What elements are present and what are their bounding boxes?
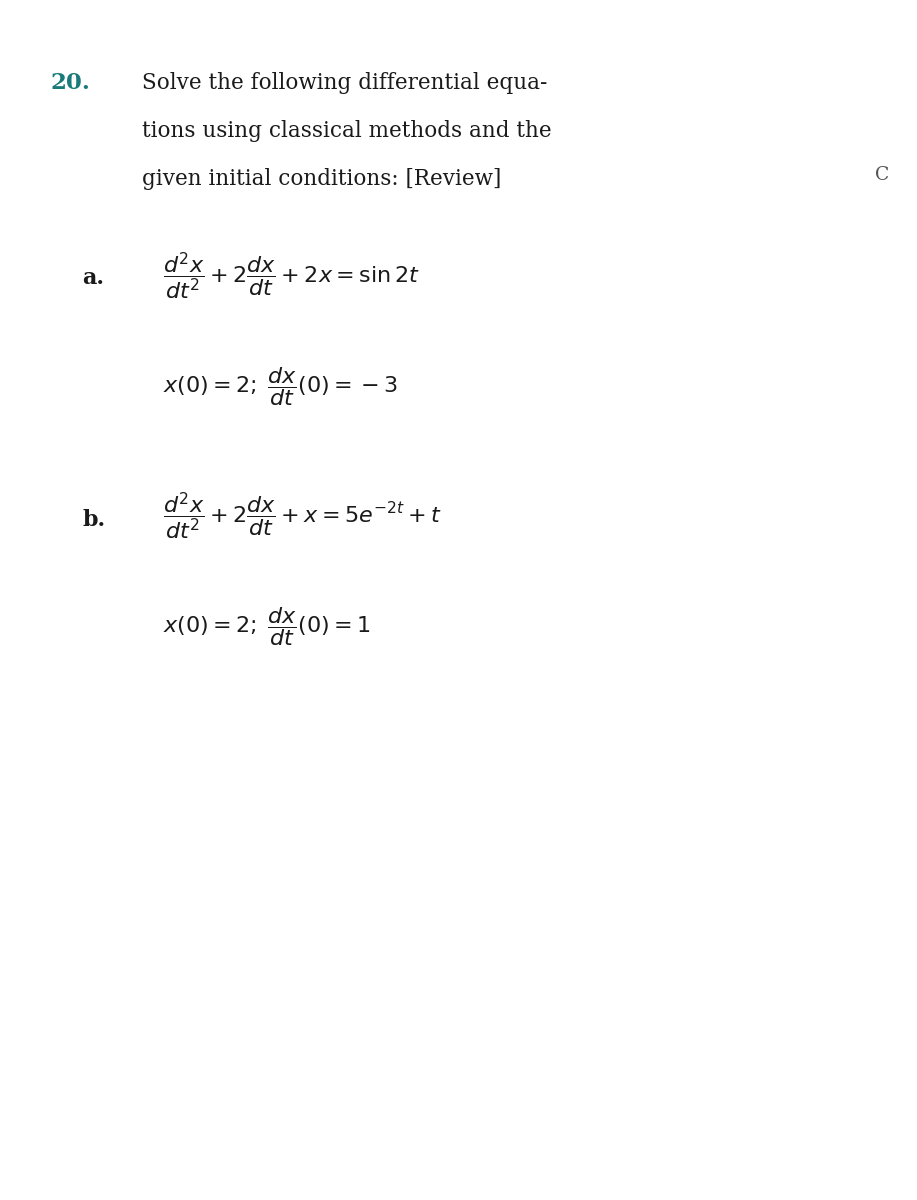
Text: given initial conditions: [Review]: given initial conditions: [Review] [142,168,502,190]
Text: tions using classical methods and the: tions using classical methods and the [142,120,552,142]
Text: C: C [875,166,889,184]
Text: $x(0) = 2;\; \dfrac{dx}{dt}(0) = 1$: $x(0) = 2;\; \dfrac{dx}{dt}(0) = 1$ [163,605,370,648]
Text: $\dfrac{d^2x}{dt^2} + 2\dfrac{dx}{dt} + x = 5e^{-2t} + t$: $\dfrac{d^2x}{dt^2} + 2\dfrac{dx}{dt} + … [163,490,442,542]
Text: 20.: 20. [50,72,90,94]
Text: $\dfrac{d^2x}{dt^2} + 2\dfrac{dx}{dt} + 2x = \sin 2t$: $\dfrac{d^2x}{dt^2} + 2\dfrac{dx}{dt} + … [163,250,420,302]
Text: Solve the following differential equa-: Solve the following differential equa- [142,72,547,94]
Text: b.: b. [83,509,105,530]
Text: a.: a. [83,268,105,289]
Text: $x(0) = 2;\; \dfrac{dx}{dt}(0) = -3$: $x(0) = 2;\; \dfrac{dx}{dt}(0) = -3$ [163,365,398,408]
